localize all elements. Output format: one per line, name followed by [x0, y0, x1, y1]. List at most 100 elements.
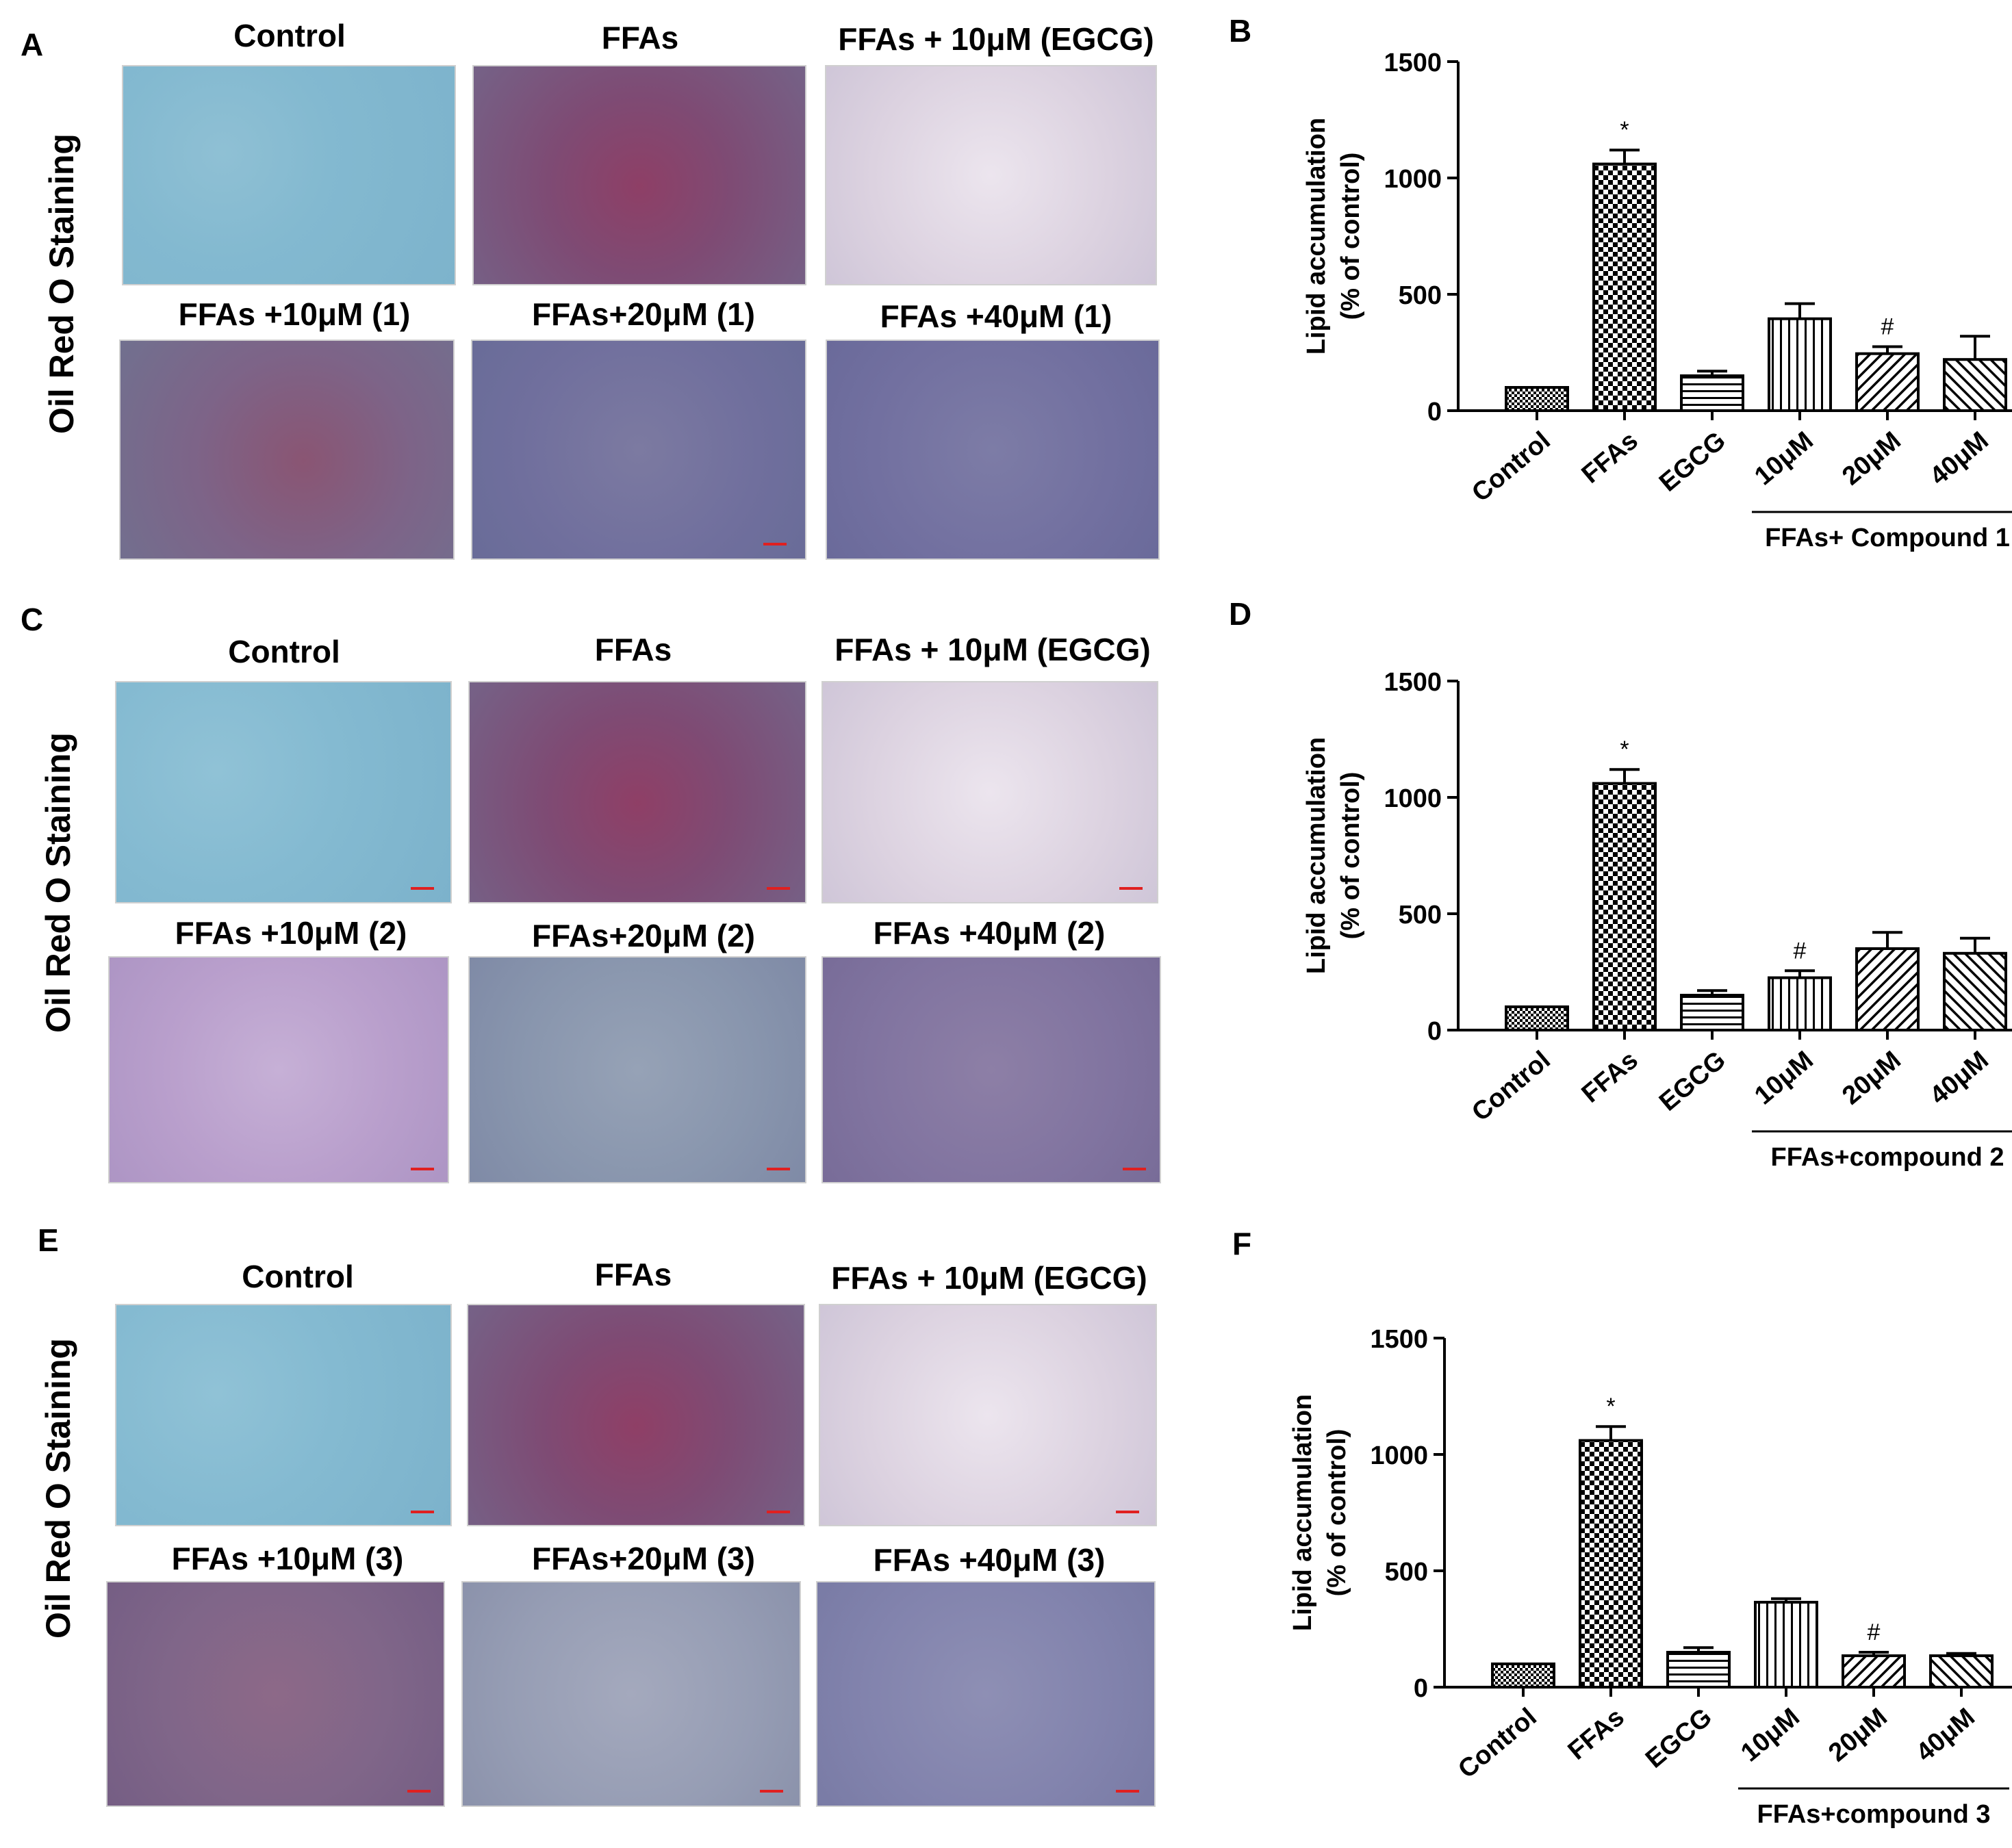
- micrograph-ffas: [468, 681, 806, 903]
- micrograph-ffas: [467, 1304, 805, 1526]
- y-tick-label: 0: [1427, 398, 1442, 426]
- x-tick-label: Control: [1453, 1703, 1542, 1784]
- image-title-10um: FFAs +10μM (2): [175, 915, 407, 951]
- bar: [1666, 1651, 1731, 1689]
- image-title-egcg: FFAs + 10μM (EGCG): [835, 632, 1151, 667]
- group-label: FFAs+compound 3: [1757, 1800, 1991, 1829]
- y-tick-label: 500: [1399, 901, 1442, 929]
- micrograph-control: [115, 681, 452, 903]
- micrograph-40um: [816, 1581, 1156, 1807]
- significance-marker: #: [1794, 938, 1807, 964]
- bar: [1505, 386, 1569, 412]
- x-tick-label: EGCG: [1640, 1703, 1718, 1774]
- bar: [1768, 976, 1832, 1031]
- x-tick-label: 40μM: [1911, 1703, 1980, 1768]
- image-title-40um: FFAs +40μM (1): [880, 298, 1112, 334]
- bar: [1943, 951, 2007, 1031]
- micrograph-40um: [822, 956, 1161, 1183]
- significance-marker: *: [1620, 736, 1629, 762]
- micrograph-control: [115, 1304, 452, 1526]
- scale-bar: [767, 887, 790, 890]
- scale-bar: [763, 543, 787, 546]
- group-label: FFAs+compound 2: [1771, 1143, 2004, 1172]
- side-label-oil-red-o: Oil Red O Staining: [39, 732, 77, 1033]
- bar-chart-compound-1: 0 500 1000 1500 Lipid accumulation (% of cont…: [1302, 49, 2012, 552]
- bar: [1842, 1654, 1906, 1689]
- significance-marker: #: [1868, 1619, 1881, 1645]
- y-axis-label: Lipid accumulation: [1302, 118, 1331, 355]
- side-label-oil-red-o: Oil Red O Staining: [39, 1338, 77, 1639]
- panel-letter-b: B: [1229, 13, 1252, 49]
- x-tick-label: 20μM: [1823, 1703, 1892, 1768]
- micrograph-10um: [108, 956, 449, 1183]
- micrograph-control: [122, 65, 456, 285]
- y-axis-label: Lipid accumulation: [1288, 1394, 1317, 1631]
- y-tick-label: 1000: [1384, 165, 1442, 194]
- scale-bar: [1123, 1168, 1146, 1170]
- image-title-40um: FFAs +40μM (2): [873, 915, 1106, 951]
- scale-bar: [767, 1511, 790, 1513]
- image-title-egcg: FFAs + 10μM (EGCG): [838, 21, 1154, 57]
- image-title-20um: FFAs+20μM (2): [532, 918, 755, 953]
- bar: [1579, 1439, 1643, 1689]
- scale-bar: [411, 1511, 434, 1513]
- scale-bar: [411, 1168, 434, 1170]
- significance-marker: #: [1881, 314, 1894, 340]
- scale-bar: [407, 1790, 431, 1793]
- y-tick-label: 1500: [1384, 668, 1442, 697]
- x-tick-label: FFAs: [1577, 426, 1644, 489]
- x-tick-label: Control: [1466, 426, 1555, 508]
- x-tick-label: FFAs: [1563, 1703, 1630, 1766]
- x-tick-label: 20μM: [1837, 1046, 1906, 1111]
- y-tick-label: 500: [1399, 281, 1442, 310]
- significance-marker: *: [1606, 1394, 1615, 1420]
- x-tick-label: 10μM: [1749, 1046, 1818, 1111]
- x-tick-label: EGCG: [1654, 1046, 1731, 1117]
- x-tick-label: 10μM: [1735, 1703, 1805, 1768]
- x-tick-label: Control: [1466, 1046, 1555, 1127]
- x-tick-label: 10μM: [1749, 426, 1818, 491]
- image-title-40um: FFAs +40μM (3): [873, 1542, 1106, 1578]
- y-axis-label: Lipid accumulation: [1302, 737, 1331, 974]
- scale-bar: [767, 1168, 790, 1170]
- y-tick-label: 0: [1414, 1674, 1428, 1703]
- micrograph-10um: [106, 1581, 445, 1807]
- bar: [1929, 1654, 1994, 1689]
- y-tick-label: 1500: [1370, 1325, 1428, 1354]
- image-title-10um: FFAs +10μM (3): [171, 1541, 404, 1576]
- y-axis-label: (% of control): [1323, 1429, 1351, 1597]
- x-tick-label: FFAs: [1577, 1046, 1644, 1109]
- bar: [1768, 317, 1832, 413]
- bar-chart-compound-2: 0 500 1000 1500 Lipid accumulation (% of cont…: [1302, 668, 2012, 1172]
- bar: [1592, 162, 1657, 412]
- x-tick-label: 40μM: [1924, 1046, 1994, 1111]
- y-tick-label: 500: [1385, 1558, 1428, 1587]
- image-title-ffas: FFAs: [601, 20, 679, 55]
- bar: [1754, 1600, 1818, 1689]
- bar-chart-compound-3: 0 500 1000 1500 Lipid accumulation (% of cont…: [1288, 1325, 2012, 1829]
- micrograph-ffas: [472, 65, 806, 285]
- x-tick-label: EGCG: [1654, 426, 1731, 498]
- image-title-20um: FFAs+20μM (3): [532, 1541, 755, 1576]
- micrograph-egcg: [819, 1304, 1157, 1526]
- image-title-control: Control: [228, 634, 340, 669]
- y-tick-label: 1000: [1384, 784, 1442, 813]
- scale-bar: [1119, 887, 1143, 890]
- micrograph-20um: [471, 339, 806, 560]
- y-tick-label: 1000: [1370, 1441, 1428, 1470]
- panel-letter-f: F: [1232, 1226, 1252, 1261]
- y-tick-label: 1500: [1384, 49, 1442, 77]
- scale-bar: [411, 887, 434, 890]
- bar: [1943, 358, 2007, 413]
- bar: [1680, 374, 1744, 412]
- image-title-ffas: FFAs: [594, 632, 672, 667]
- scale-bar: [760, 1790, 783, 1793]
- panel-letter-d: D: [1229, 596, 1252, 632]
- micrograph-10um: [119, 339, 455, 560]
- x-tick-label: 20μM: [1837, 426, 1906, 491]
- micrograph-20um: [468, 956, 806, 1183]
- y-tick-label: 0: [1427, 1017, 1442, 1046]
- micrograph-40um: [826, 339, 1160, 560]
- panel-letter-c: C: [21, 602, 44, 637]
- image-title-control: Control: [242, 1259, 354, 1294]
